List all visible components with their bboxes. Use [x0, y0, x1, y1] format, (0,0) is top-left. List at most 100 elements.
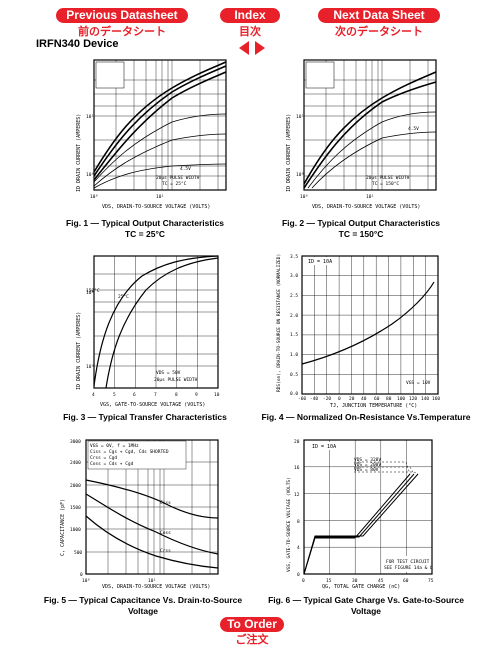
previous-datasheet-jp-link[interactable]: 前のデータシート: [78, 26, 166, 38]
fig4-ytick-6: 1.0: [290, 352, 298, 358]
figure-4-caption: Fig. 4 — Normalized On-Resistance Vs.Tem…: [261, 412, 471, 422]
fig5-xtick-1: 10⁰: [82, 578, 90, 584]
fig2-ytick-1: 10¹: [296, 114, 304, 120]
fig5-ytick-5: 1000: [70, 527, 81, 533]
fig1-note-vgs: 4.5V: [180, 166, 191, 172]
figure-3-caption: Fig. 3 — Typical Transfer Characteristic…: [63, 412, 227, 422]
figure-2-chart: 4.5V 20µs PULSE WIDTH TC = 150°C 10¹ 10⁰…: [286, 59, 437, 210]
fig1-ytick-2: 10⁰: [86, 172, 94, 178]
fig1-ytick-1: 10¹: [86, 114, 94, 120]
fig5-ytick-4: 1500: [70, 505, 81, 511]
fig3-xtick-3: 6: [133, 392, 136, 398]
fig3-xtick-5: 8: [175, 392, 178, 398]
figure-6-chart: ID = 10A VDS = 320V VDS = 200V VDS = 80V…: [286, 439, 434, 590]
next-datasheet-button[interactable]: Next Data Sheet: [318, 8, 440, 23]
fig6-xtick-2: 15: [326, 578, 332, 584]
fig5-ytick-7: 0: [80, 572, 83, 578]
fig1-note-temp: TC = 25°C: [162, 181, 187, 187]
fig3-ylabel: ID DRAIN CURRENT (AMPERES): [76, 312, 82, 390]
prev-next-arrows-icon[interactable]: [237, 40, 267, 56]
fig6-ytick-5: 4: [297, 545, 300, 551]
fig6-xtick-6: 75: [428, 578, 434, 584]
fig3-xtick-2: 5: [113, 392, 116, 398]
fig6-note-vds-320: VDS = 320V: [354, 457, 381, 463]
fig6-note-test: FOR TEST CIRCUIT: [386, 559, 430, 565]
figure-1-caption: Fig. 1 — Typical Output Characteristics T…: [65, 218, 225, 239]
fig3-note-25c: 25°C: [118, 294, 129, 300]
left-arrow-icon[interactable]: [239, 41, 249, 55]
fig5-xlabel: VDS, DRAIN-TO-SOURCE VOLTAGE (VOLTS): [102, 584, 210, 590]
figure-6-caption: Fig. 6 — Typical Gate Charge Vs. Gate-to…: [268, 595, 464, 616]
fig4-xtick-8: 80: [386, 396, 392, 402]
fig4-xtick-2: -40: [310, 396, 318, 402]
fig6-note-vds-200: VDS = 200V: [354, 462, 381, 468]
to-order-button[interactable]: To Order: [220, 617, 284, 632]
figure-1-chart: 4.5V 20µs PULSE WIDTH TC = 25°C 10¹ 10⁰ …: [76, 59, 227, 210]
fig5-note-crss: Crss = Cgd: [90, 455, 117, 461]
fig5-ylabel: C, CAPACITANCE (pF): [60, 499, 66, 556]
fig2-xtick-2: 10¹: [366, 194, 374, 200]
previous-datasheet-button[interactable]: Previous Datasheet: [56, 8, 188, 23]
fig5-note-coss: Coss = Cds + Cgd: [90, 461, 134, 467]
fig4-xtick-12: 160: [432, 396, 440, 402]
fig2-note-temp: TC = 150°C: [372, 181, 399, 187]
fig5-note-vgs: VGS = 0V, f = 1MHz: [90, 443, 139, 449]
fig6-note-vds-80: VDS = 80V: [354, 467, 379, 473]
fig1-note-pulse: 20µs PULSE WIDTH: [156, 175, 200, 181]
figure-3-chart: 150°C 25°C VDS = 50V 20µs PULSE WIDTH 10…: [76, 255, 220, 408]
fig4-ytick-4: 2.0: [290, 313, 298, 319]
fig6-ylabel: VGS, GATE-TO-SOURCE VOLTAGE (VOLTS): [286, 477, 292, 572]
fig6-xtick-5: 60: [403, 578, 409, 584]
fig4-ytick-2: 3.0: [290, 273, 298, 279]
index-jp-link[interactable]: 目次: [239, 26, 261, 38]
fig5-ytick-6: 500: [74, 550, 82, 556]
fig4-xtick-11: 140: [421, 396, 429, 402]
fig3-xlabel: VGS, GATE-TO-SOURCE VOLTAGE (VOLTS): [100, 402, 205, 408]
device-title: IRFN340 Device: [36, 38, 119, 50]
fig5-ytick-2: 2400: [70, 460, 81, 466]
fig5-ytick-3: 2000: [70, 483, 81, 489]
fig6-xtick-3: 30: [352, 578, 358, 584]
fig6-ytick-4: 8: [297, 519, 300, 525]
figure-4-chart: ID = 10A VGS = 10V 3.5 3.0 2.5 2.0 1.5 1…: [276, 254, 440, 409]
fig4-xtick-5: 20: [349, 396, 355, 402]
fig4-ytick-7: 0.5: [290, 372, 298, 378]
figure-5-caption: Fig. 5 — Typical Capacitance Vs. Drain-t…: [43, 595, 243, 616]
index-button[interactable]: Index: [220, 8, 280, 23]
right-arrow-icon[interactable]: [255, 41, 265, 55]
fig5-ytick-1: 3000: [70, 439, 81, 445]
fig3-xtick-1: 4: [92, 392, 95, 398]
fig4-xtick-6: 40: [361, 396, 367, 402]
fig6-note-id: ID = 10A: [312, 444, 336, 450]
fig3-xtick-6: 9: [195, 392, 198, 398]
fig6-note-figure: SEE FIGURE 14a & b: [384, 565, 433, 571]
fig2-note-pulse: 20µs PULSE WIDTH: [366, 175, 410, 181]
fig4-ytick-5: 1.5: [290, 332, 298, 338]
fig3-xtick-7: 10: [214, 392, 220, 398]
fig4-note-id: ID = 10A: [308, 259, 332, 265]
figure-2-caption: Fig. 2 — Typical Output Characteristics T…: [281, 218, 441, 239]
fig6-xlabel: QG, TOTAL GATE CHARGE (nC): [322, 584, 400, 590]
fig5-xtick-2: 10¹: [148, 578, 156, 584]
fig3-note-pulse: 20µs PULSE WIDTH: [154, 377, 198, 383]
next-datasheet-jp-link[interactable]: 次のデータシート: [335, 26, 423, 38]
fig3-ytick-2: 10⁰: [86, 364, 94, 370]
fig4-xtick-1: -60: [298, 396, 306, 402]
fig3-ytick-1: 10¹: [86, 290, 94, 296]
fig1-ylabel: ID DRAIN CURRENT (AMPERES): [76, 114, 82, 192]
fig6-ytick-6: 0: [297, 572, 300, 578]
fig5-series-coss: Coss: [160, 530, 171, 536]
fig2-xlabel: VDS, DRAIN-TO-SOURCE VOLTAGE (VOLTS): [312, 204, 420, 210]
fig5-series-crss: Crss: [160, 548, 171, 554]
to-order-jp-link[interactable]: ご注文: [235, 634, 269, 646]
fig5-series-ciss: Ciss: [160, 500, 171, 506]
fig4-ytick-1: 3.5: [290, 254, 298, 260]
fig4-xlabel: TJ, JUNCTION TEMPERATURE (°C): [330, 403, 417, 409]
fig4-xtick-7: 60: [374, 396, 380, 402]
fig3-xtick-4: 7: [154, 392, 157, 398]
fig6-xtick-4: 45: [378, 578, 384, 584]
fig3-note-150c: 150°C: [86, 288, 100, 294]
fig4-ylabel: RDS(on), DRAIN-TO-SOURCE ON RESISTANCE (…: [276, 254, 282, 392]
fig4-ytick-8: 0.0: [290, 391, 298, 397]
fig6-ytick-3: 12: [294, 492, 300, 498]
